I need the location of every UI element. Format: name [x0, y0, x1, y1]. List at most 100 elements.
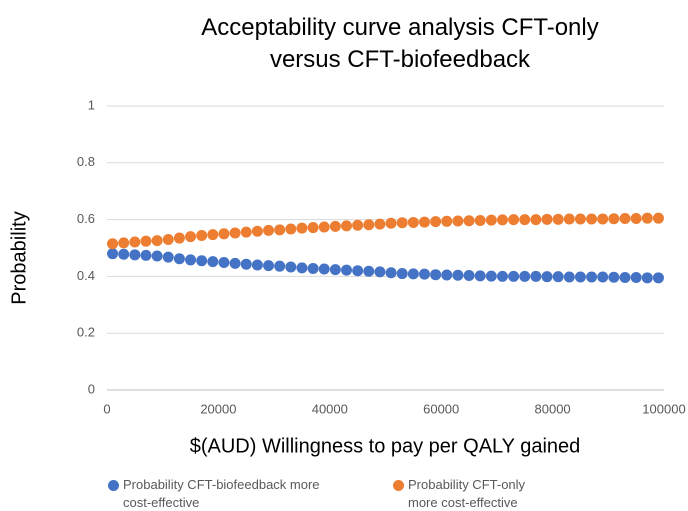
marker	[151, 250, 163, 262]
marker	[307, 262, 319, 274]
marker	[418, 216, 430, 228]
legend-swatch	[108, 480, 119, 491]
marker	[251, 259, 263, 271]
marker	[240, 258, 252, 270]
marker	[129, 236, 141, 248]
marker	[552, 271, 564, 283]
chart-title: Acceptability curve analysis CFT-only ve…	[201, 14, 599, 73]
marker	[552, 213, 564, 225]
marker	[229, 227, 241, 239]
marker	[485, 270, 497, 282]
marker	[207, 229, 219, 241]
marker	[530, 214, 542, 226]
marker	[363, 219, 375, 231]
marker	[318, 263, 330, 275]
marker	[608, 213, 620, 225]
y-tick-label: 0.8	[77, 154, 95, 169]
marker	[541, 213, 553, 225]
marker	[329, 220, 341, 232]
marker	[396, 217, 408, 229]
marker	[641, 272, 653, 284]
marker	[374, 266, 386, 278]
marker	[630, 272, 642, 284]
marker	[352, 265, 364, 277]
marker	[140, 249, 152, 261]
marker	[574, 213, 586, 225]
x-axis-label: $(AUD) Willingness to pay per QALY gaine…	[190, 435, 581, 457]
marker	[474, 270, 486, 282]
x-tick-label: 20000	[200, 401, 236, 416]
x-tick-label: 0	[103, 401, 110, 416]
legend-label: Probability CFT-biofeedback more cost-ef…	[123, 477, 320, 510]
x-tick-label: 40000	[312, 401, 348, 416]
marker	[441, 215, 453, 227]
marker	[652, 272, 664, 284]
marker	[619, 212, 631, 224]
marker	[619, 272, 631, 284]
marker	[107, 248, 119, 260]
marker	[341, 264, 353, 276]
marker	[296, 222, 308, 234]
y-tick-label: 1	[88, 97, 95, 112]
marker	[574, 271, 586, 283]
marker	[608, 271, 620, 283]
x-tick-label: 80000	[535, 401, 571, 416]
marker	[185, 231, 197, 243]
marker	[274, 224, 286, 236]
marker	[229, 257, 241, 269]
marker	[430, 216, 442, 228]
marker	[463, 270, 475, 282]
marker	[129, 249, 141, 261]
marker	[597, 271, 609, 283]
y-tick-label: 0.4	[77, 268, 95, 283]
marker	[407, 268, 419, 280]
marker	[407, 216, 419, 228]
marker	[162, 233, 174, 245]
marker	[218, 256, 230, 268]
marker	[385, 267, 397, 279]
y-axis-label: Probability	[8, 211, 30, 304]
marker	[519, 270, 531, 282]
marker	[307, 222, 319, 234]
marker	[285, 223, 297, 235]
marker	[586, 213, 598, 225]
marker	[563, 213, 575, 225]
y-tick-label: 0.6	[77, 211, 95, 226]
marker	[363, 265, 375, 277]
marker	[352, 219, 364, 231]
marker	[329, 264, 341, 276]
marker	[541, 271, 553, 283]
marker	[441, 269, 453, 281]
marker	[496, 214, 508, 226]
marker	[452, 215, 464, 227]
marker	[263, 224, 275, 236]
marker	[630, 212, 642, 224]
marker	[341, 220, 353, 232]
marker	[463, 215, 475, 227]
marker	[107, 238, 119, 250]
marker	[173, 253, 185, 265]
legend-label: Probability CFT-only more cost-effective	[408, 477, 526, 510]
y-tick-label: 0.2	[77, 325, 95, 340]
marker	[118, 248, 130, 260]
marker	[296, 262, 308, 274]
marker	[396, 268, 408, 280]
x-tick-label: 100000	[642, 401, 685, 416]
marker	[452, 269, 464, 281]
marker	[641, 212, 653, 224]
marker	[496, 270, 508, 282]
marker	[196, 230, 208, 242]
marker	[318, 221, 330, 233]
marker	[474, 214, 486, 226]
marker	[508, 270, 520, 282]
y-tick-label: 0	[88, 381, 95, 396]
marker	[586, 271, 598, 283]
marker	[218, 228, 230, 240]
marker	[196, 255, 208, 267]
marker	[508, 214, 520, 226]
marker	[251, 225, 263, 237]
marker	[274, 260, 286, 272]
marker	[563, 271, 575, 283]
